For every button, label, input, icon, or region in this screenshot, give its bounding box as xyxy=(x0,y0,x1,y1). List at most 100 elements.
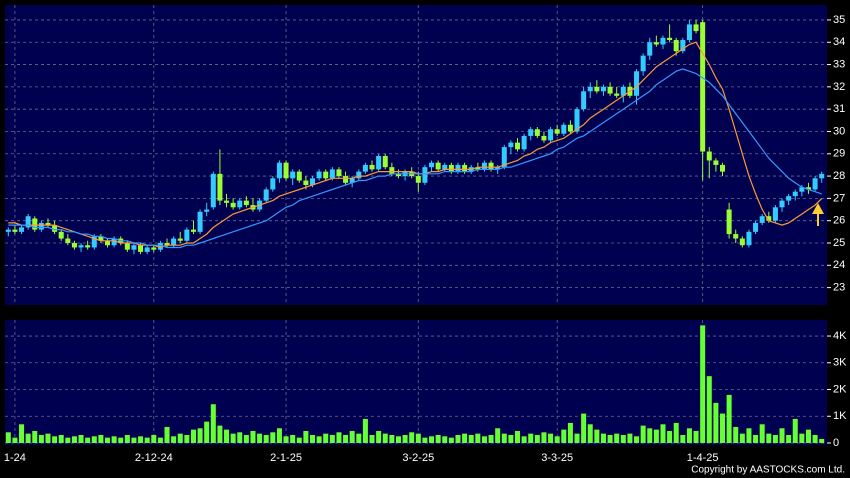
candle-body xyxy=(177,238,183,241)
volume-bar xyxy=(65,437,71,443)
candle-body xyxy=(356,171,362,179)
volume-bar xyxy=(382,433,388,443)
volume-bar xyxy=(528,433,534,443)
volume-bar xyxy=(210,404,216,443)
y-tick-label: 34 xyxy=(833,36,845,48)
copyright: Copyright by AASTOCKS.com Ltd. xyxy=(691,465,845,476)
y-tick-label: 32 xyxy=(833,81,845,93)
candle-body xyxy=(733,234,739,239)
candle-body xyxy=(548,129,554,141)
volume-bar xyxy=(627,433,633,443)
y-tick-label: 27 xyxy=(833,192,845,204)
volume-bar xyxy=(104,437,111,443)
x-tick-label: 2-12-24 xyxy=(135,452,173,464)
volume-bar xyxy=(237,432,243,443)
candle-body xyxy=(706,151,712,161)
volume-bar xyxy=(171,436,177,443)
candle-body xyxy=(614,93,620,96)
volume-bar xyxy=(395,436,401,443)
volume-bar xyxy=(620,434,626,443)
candle-body xyxy=(197,211,203,232)
candle-body xyxy=(799,187,805,192)
volume-bar xyxy=(475,433,481,443)
candle-body xyxy=(786,196,792,201)
candle-body xyxy=(91,236,97,248)
candle-body xyxy=(32,218,38,230)
candle-body xyxy=(230,202,236,208)
volume-bar xyxy=(276,428,282,443)
candle-body xyxy=(541,135,547,141)
volume-bar xyxy=(5,432,11,443)
candle-body xyxy=(98,236,104,241)
candle-body xyxy=(369,164,375,170)
candle-body xyxy=(455,164,461,172)
candle-body xyxy=(587,86,593,92)
volume-bar xyxy=(653,429,659,443)
candle-body xyxy=(263,189,269,201)
volume-bar xyxy=(343,434,349,443)
candle-body xyxy=(204,209,210,212)
volume-bar xyxy=(52,436,58,443)
candle-body xyxy=(217,173,223,201)
x-tick-label: 3-2-25 xyxy=(402,452,434,464)
volume-bar xyxy=(124,434,130,443)
volume-bar xyxy=(647,428,653,443)
candle-body xyxy=(45,222,51,226)
volume-bar xyxy=(561,429,567,443)
volume-bar xyxy=(197,428,203,443)
candle-body xyxy=(157,242,163,250)
y-tick-label: 0 xyxy=(833,437,839,449)
candle-body xyxy=(376,156,382,170)
volume-bar xyxy=(766,433,772,443)
volume-bar xyxy=(290,434,296,443)
volume-bar xyxy=(362,418,368,443)
candle-body xyxy=(600,86,606,92)
volume-bar xyxy=(369,434,375,443)
candle-body xyxy=(85,245,91,248)
candle-body xyxy=(389,167,395,174)
volume-bar xyxy=(488,434,494,443)
volume-bar xyxy=(164,426,170,443)
candle-body xyxy=(224,200,230,203)
volume-bar xyxy=(614,433,620,443)
volume-bar xyxy=(594,429,600,443)
candle-body xyxy=(501,147,507,168)
volume-bar xyxy=(759,424,765,443)
candle-body xyxy=(475,167,481,170)
volume-bar xyxy=(726,394,732,443)
candle-body xyxy=(164,242,170,246)
candle-body xyxy=(303,180,309,185)
candle-body xyxy=(415,176,421,183)
volume-bar xyxy=(422,437,428,443)
volume-bar xyxy=(32,430,38,443)
volume-bar xyxy=(541,432,547,443)
volume-bar xyxy=(587,424,593,443)
candle-body xyxy=(607,86,613,94)
candle-body xyxy=(124,242,130,250)
volume-bar xyxy=(402,434,408,443)
arrow-marker xyxy=(812,203,824,226)
volume-bar xyxy=(812,434,818,443)
candle-body xyxy=(111,238,117,246)
volume-bar xyxy=(521,436,527,443)
x-tick-label: 2-1-25 xyxy=(270,452,302,464)
volume-bar xyxy=(435,434,441,443)
volume-bar xyxy=(468,434,474,443)
candle-body xyxy=(792,191,798,197)
candle-body xyxy=(131,245,137,250)
volume-bar xyxy=(270,432,276,443)
volume-bar xyxy=(607,434,613,443)
volume-bar xyxy=(336,432,342,443)
volume-bar xyxy=(131,437,137,443)
plot-layer: 1-24 2-12-24 2-1-25 3-2-25 3-3-25 1-4-25 23 24 2… xyxy=(4,5,847,464)
volume-bar xyxy=(224,429,230,443)
volume-bar xyxy=(58,434,64,443)
candle-body xyxy=(435,162,441,170)
volume-bar xyxy=(660,424,666,443)
y-tick-label: 29 xyxy=(833,148,845,160)
candle-body xyxy=(620,86,626,96)
candle-body xyxy=(574,109,580,132)
volume-bar xyxy=(799,433,805,443)
y-tick-label: 1K xyxy=(833,410,847,422)
